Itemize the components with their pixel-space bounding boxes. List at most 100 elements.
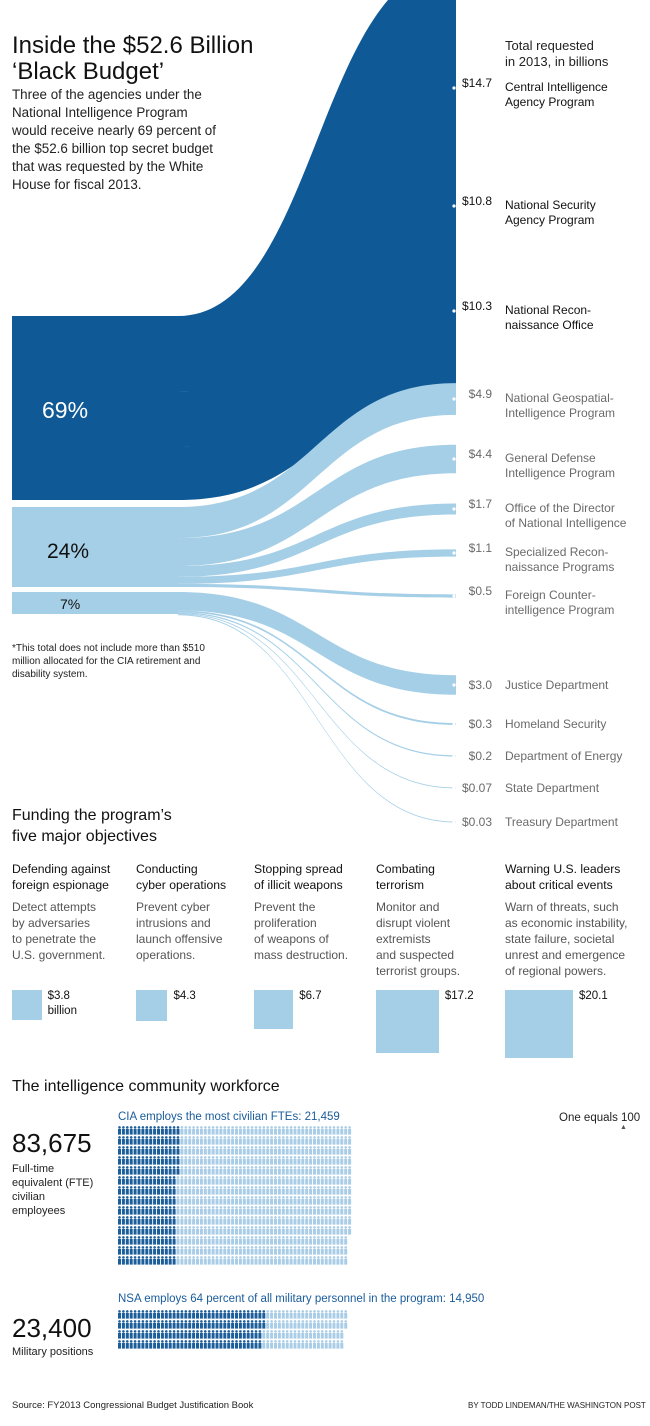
person-icon [188,1256,192,1265]
person-icon [176,1156,180,1165]
person-icon [199,1330,203,1339]
person-icon [199,1216,203,1225]
person-icon [238,1340,242,1349]
civilian-label-line: Full-time [12,1163,55,1175]
person-icon [149,1186,153,1195]
person-icon [301,1330,305,1339]
person-icon [316,1340,320,1349]
objective-value: $20.1 [579,989,608,1004]
person-icon [133,1310,137,1319]
person-icon [168,1330,172,1339]
agency-amount: $4.4 [468,447,492,461]
person-icon [172,1246,176,1255]
person-icon [238,1330,242,1339]
person-icon [250,1320,254,1329]
person-icon [274,1330,277,1339]
objective-title-line: Defending against [12,862,111,876]
person-icon [242,1246,246,1255]
person-icon [153,1126,157,1135]
person-icon [293,1176,297,1185]
person-icon [238,1156,242,1165]
person-icon [238,1226,242,1235]
person-icon [262,1206,266,1215]
person-icon [281,1246,285,1255]
agency-name: National Recon-naissance Office [505,303,650,333]
person-icon [133,1246,137,1255]
person-icon [274,1256,277,1265]
group-block [12,507,178,587]
objectives-title-line-2: five major objectives [12,828,157,845]
person-icon [293,1320,297,1329]
person-icon [172,1206,176,1215]
person-icon [289,1340,293,1349]
person-icon [309,1196,313,1205]
person-icon [160,1196,164,1205]
person-icon [274,1226,277,1235]
flow-band [178,592,456,695]
person-icon [340,1330,344,1339]
person-icon [328,1330,332,1339]
person-icon [289,1246,293,1255]
person-icon [160,1330,164,1339]
person-icon [196,1330,199,1339]
objective-title-line: Warning U.S. leaders [505,862,621,876]
person-icon [270,1136,274,1145]
person-icon [320,1236,324,1245]
person-icon [153,1330,157,1339]
person-icon [242,1126,246,1135]
person-icon [160,1256,164,1265]
person-icon [145,1176,149,1185]
person-icon [231,1226,235,1235]
person-icon [137,1136,141,1145]
person-icon [305,1186,309,1195]
person-icon [153,1226,157,1235]
person-icon [340,1176,344,1185]
person-icon [328,1226,332,1235]
person-icon [227,1330,231,1339]
person-icon [137,1236,141,1245]
person-icon [238,1176,242,1185]
military-label: Military positions [12,1346,94,1358]
person-icon [196,1186,199,1195]
person-icon [207,1146,211,1155]
objective-title: Combating terrorism [376,861,516,893]
person-icon [262,1176,266,1185]
person-icon [219,1186,223,1195]
person-icon [340,1340,344,1349]
person-icon [238,1236,242,1245]
person-icon [121,1216,125,1225]
person-icon [149,1156,153,1165]
intro-text: Three of the agencies under the National… [12,87,216,192]
person-icon [196,1146,199,1155]
person-icon [199,1320,203,1329]
person-icon [340,1136,344,1145]
person-icon [301,1216,305,1225]
person-icon [313,1216,316,1225]
person-icon [133,1330,137,1339]
person-icon [258,1156,262,1165]
person-icon [301,1206,305,1215]
objective-title-line: Combating [376,862,435,876]
person-icon [192,1186,196,1195]
person-icon [270,1156,274,1165]
person-icon [172,1176,176,1185]
person-icon [348,1226,352,1235]
person-icon [188,1216,192,1225]
person-icon [246,1310,250,1319]
agency-amount: $1.1 [468,541,492,555]
agency-name-line: State Department [505,781,600,795]
objective-description: Warn of threats, such as economic instabi… [505,899,650,979]
person-icon [301,1186,305,1195]
person-icon [180,1196,184,1205]
person-icon [125,1186,129,1195]
person-icon [164,1236,168,1245]
person-icon [305,1166,309,1175]
person-icon [215,1256,219,1265]
person-icon [336,1196,340,1205]
person-icon [277,1196,281,1205]
person-icon [172,1196,176,1205]
person-icon [203,1216,207,1225]
agency-name: Justice Department [505,678,650,693]
person-icon [293,1226,297,1235]
person-icon [141,1156,145,1165]
